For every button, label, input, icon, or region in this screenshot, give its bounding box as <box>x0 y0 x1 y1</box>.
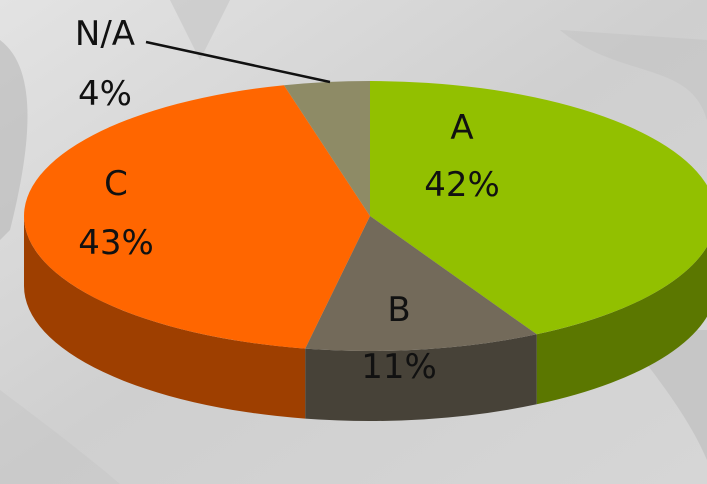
pie-sides <box>24 216 707 421</box>
slice-percent-na: 4% <box>78 74 132 114</box>
slice-c <box>24 85 371 349</box>
slice-percent-c: 43% <box>78 223 154 263</box>
slice-a <box>370 81 707 335</box>
slice-percent-b: 11% <box>361 347 437 387</box>
slice-b <box>305 216 537 351</box>
slice-side-a <box>536 246 707 405</box>
slice-label-b: B <box>387 290 410 330</box>
na-leader-line <box>145 40 331 84</box>
slice-label-a: A <box>450 108 473 148</box>
slice-side-b <box>305 334 537 421</box>
slice-side-c <box>24 216 306 419</box>
slice-percent-a: 42% <box>424 165 500 205</box>
slice-label-na: N/A <box>75 14 135 54</box>
pie-slices <box>24 81 707 351</box>
slice-na <box>283 81 370 216</box>
slice-label-c: C <box>104 164 128 204</box>
